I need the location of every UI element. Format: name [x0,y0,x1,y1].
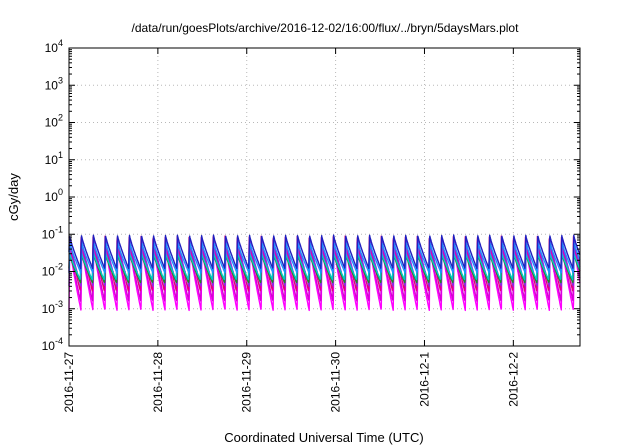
grid [69,48,580,346]
y-tick-base: 10 [45,153,59,167]
y-tick-exponent: -3 [55,299,63,309]
series-layer [68,234,581,312]
y-tick-base: 10 [45,116,59,130]
x-tick-label: 2016-11-27 [62,352,76,413]
x-tick-label: 2016-12-1 [417,352,431,407]
y-tick-exponent: 1 [58,150,63,160]
y-tick-label: 104 [45,38,63,55]
chart-title: /data/run/goesPlots/archive/2016-12-02/1… [132,21,520,35]
y-tick-label: 100 [45,187,63,204]
y-tick-label: 103 [45,75,63,92]
y-tick-exponent: -2 [55,262,63,272]
y-tick-label: 102 [45,113,63,130]
y-tick-exponent: 3 [58,75,63,85]
y-tick-exponent: 4 [58,38,63,48]
y-tick-base: 10 [42,227,56,241]
y-axis-label: cGy/day [6,173,21,221]
y-tick-label: 10-3 [42,299,63,316]
y-tick-label: 10-1 [42,224,63,241]
x-axis-label: Coordinated Universal Time (UTC) [224,430,423,445]
y-tick-label: 10-4 [42,336,63,353]
y-tick-exponent: 2 [58,113,63,123]
series-line [68,241,581,274]
y-tick-base: 10 [45,190,59,204]
y-tick-exponent: -1 [55,224,63,234]
y-tick-base: 10 [45,41,59,55]
y-tick-exponent: 0 [58,187,63,197]
y-tick-label: 101 [45,150,63,167]
x-tick-label: 2016-11-29 [240,352,254,413]
x-tick-label: 2016-12-2 [506,352,520,407]
y-tick-base: 10 [45,78,59,92]
x-tick-label: 2016-11-28 [151,352,165,413]
series-line [68,234,581,270]
y-tick-base: 10 [42,265,56,279]
y-tick-base: 10 [42,339,56,353]
series-line [68,250,581,281]
axes: 10410310210110010-110-210-310-42016-11-2… [42,38,580,413]
y-tick-label: 10-2 [42,262,63,279]
x-tick-label: 2016-11-30 [329,352,343,413]
y-tick-exponent: -4 [55,336,63,346]
y-tick-base: 10 [42,302,56,316]
